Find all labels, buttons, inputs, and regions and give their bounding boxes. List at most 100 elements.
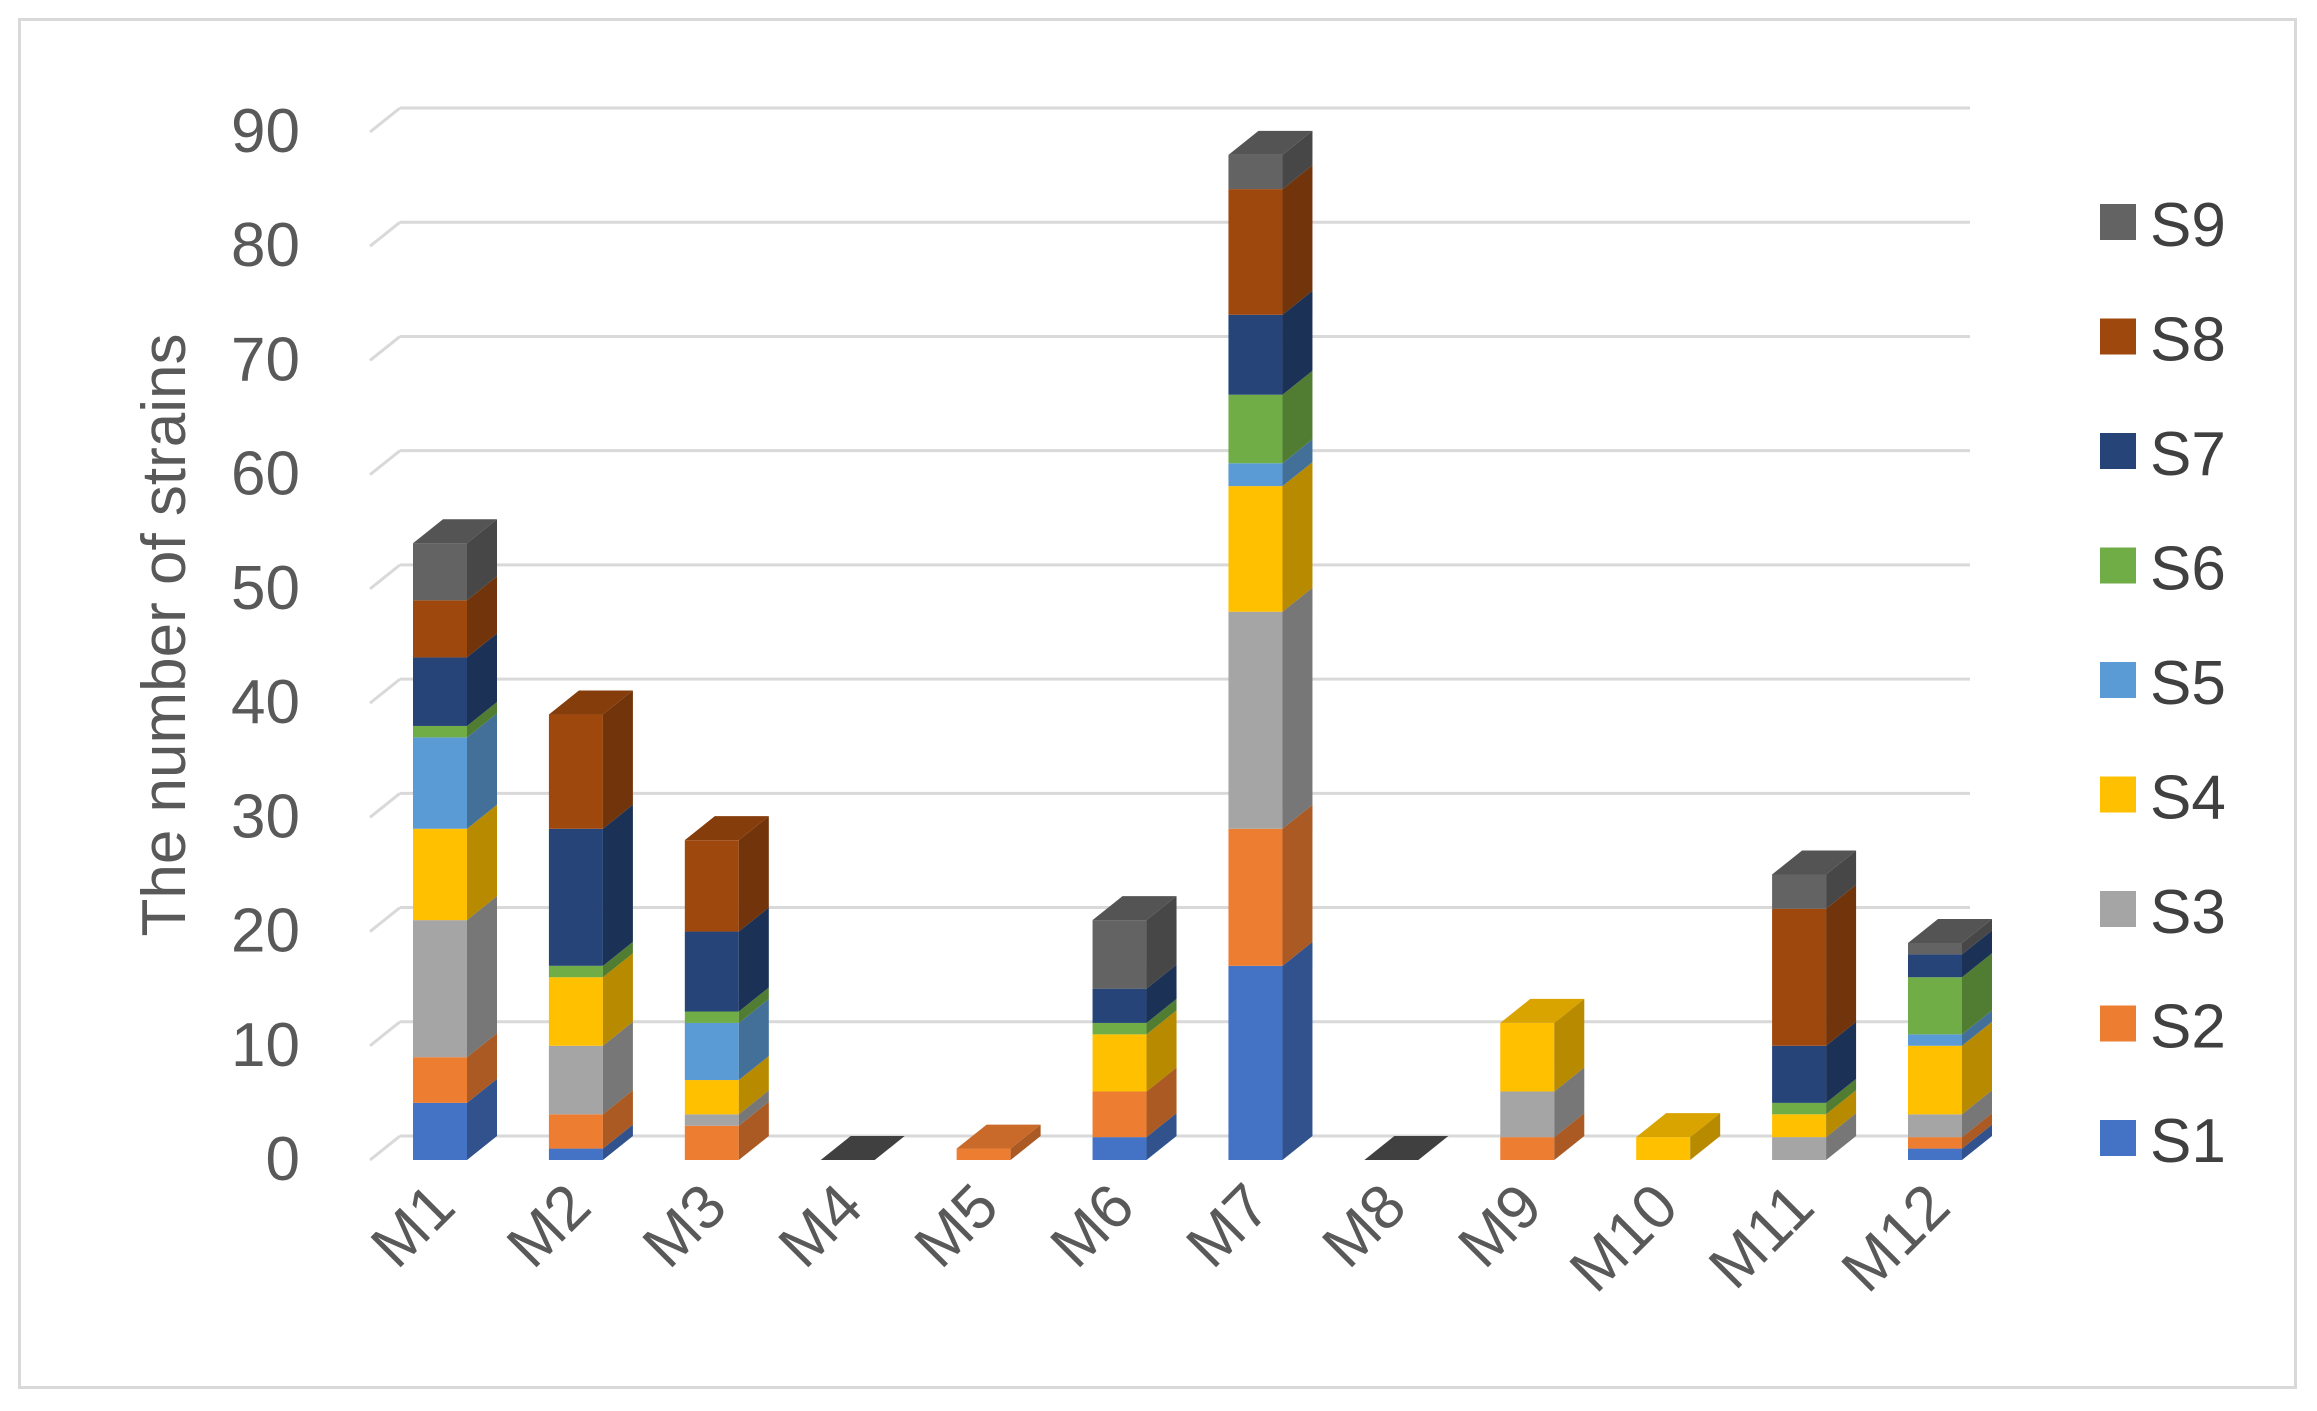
bar-M9 [1500, 998, 1585, 1160]
bar-segment-M1-S2 [413, 1057, 467, 1103]
bar-side-M12-S6 [1962, 953, 1992, 1035]
bar-side-M1-S7 [467, 633, 497, 726]
legend-swatch [2100, 776, 2136, 813]
bar-side-M3-S2 [738, 1101, 769, 1160]
bar-side-M1-S4 [467, 804, 497, 921]
x-tick-label: M4 [766, 1171, 876, 1281]
bar-segment-M2-S2 [548, 1114, 603, 1149]
bar-segment-M2-S3 [548, 1045, 603, 1115]
bar-M4 [820, 1136, 905, 1160]
bar-segment-M10-S4 [1636, 1137, 1691, 1160]
bar-side-M7-S3 [1282, 587, 1313, 829]
bar-top-M11 [1772, 850, 1857, 875]
bar-segment-M6-S9 [1092, 920, 1147, 989]
bar-M5 [956, 1124, 1041, 1160]
legend-swatch [2100, 318, 2136, 355]
gridline-depth [369, 677, 401, 705]
bar-side-M6-S1 [1146, 1113, 1177, 1160]
bar-segment-M11-S3 [1772, 1137, 1827, 1160]
bar-M12 [1908, 918, 1992, 1160]
bar-segment-M3-S7 [684, 931, 739, 1012]
bar-segment-M3-S8 [684, 840, 739, 932]
legend-label: S8 [2150, 306, 2226, 375]
x-tick-label: M1 [358, 1171, 468, 1281]
legend-item-S1: S1 [2100, 1107, 2226, 1176]
bar-segment-M3-S5 [684, 1022, 739, 1081]
bar-segment-M12-S9 [1908, 942, 1962, 955]
bar-M11 [1772, 850, 1857, 1160]
y-tick-label: 20 [231, 897, 300, 966]
y-tick-label: 30 [231, 782, 300, 851]
bar-segment-M1-S9 [413, 543, 467, 601]
bar-segment-M1-S3 [413, 920, 467, 1058]
bar-side-M6-S9 [1146, 896, 1177, 989]
bar-side-M7-S9 [1282, 130, 1313, 190]
bar-segment-M1-S8 [413, 600, 467, 658]
gridline-depth [369, 792, 401, 819]
legend-label: S3 [2150, 878, 2226, 947]
gridline-depth [369, 906, 401, 933]
bar-M10 [1636, 1113, 1721, 1160]
bar-side-M3-S5 [738, 998, 769, 1081]
legend-label: S5 [2150, 649, 2226, 718]
bar-top-M9 [1500, 998, 1585, 1023]
bar-segment-M2-S6 [548, 965, 603, 978]
x-tick-label: M6 [1038, 1171, 1148, 1281]
bar-segment-M2-S8 [548, 714, 603, 829]
bar-segment-M7-S2 [1228, 828, 1283, 966]
legend-swatch [2100, 433, 2136, 469]
bar-side-M11-S8 [1826, 884, 1857, 1046]
bar-segment-M5-S2 [956, 1148, 1011, 1160]
legend-item-S7: S7 [2100, 420, 2226, 489]
bar-M8 [1364, 1136, 1449, 1160]
bar-side-M6-S2 [1146, 1067, 1177, 1138]
x-tick-label: M5 [902, 1171, 1012, 1281]
y-axis-ticks: 0 10 20 30 40 50 60 70 80 90 [231, 97, 300, 1194]
bar-segment-M1-S6 [413, 725, 467, 738]
legend-label: S4 [2150, 764, 2226, 833]
gridline-depth [369, 1134, 401, 1162]
bar-side-M7-S1 [1282, 941, 1313, 1160]
bar-side-M12-S9 [1962, 918, 1992, 955]
y-axis-label: The number of strains [130, 333, 199, 936]
bar-segment-M1-S7 [413, 657, 467, 726]
bar-segment-M12-S7 [1908, 954, 1962, 978]
bar-side-M11-S7 [1826, 1021, 1857, 1103]
bar-segment-M11-S7 [1772, 1045, 1827, 1103]
bar-side-M2-S1 [602, 1124, 633, 1160]
bar-empty-M8 [1364, 1136, 1449, 1160]
bar-side-M2-S2 [602, 1090, 633, 1149]
x-tick-label: M7 [1174, 1171, 1284, 1281]
bar-segment-M11-S4 [1772, 1114, 1827, 1138]
bar-segment-M9-S3 [1500, 1091, 1555, 1138]
x-tick-label: M12 [1829, 1171, 1963, 1305]
bar-side-M1-S9 [467, 519, 497, 601]
legend-item-S5: S5 [2100, 649, 2226, 718]
bar-side-M7-S5 [1282, 439, 1313, 487]
legend-swatch [2100, 1120, 2136, 1156]
bar-segment-M6-S6 [1092, 1022, 1147, 1035]
bar-side-M9-S3 [1554, 1067, 1585, 1138]
bars [413, 130, 1992, 1160]
bar-side-M3-S4 [738, 1056, 769, 1115]
y-tick-label: 90 [231, 97, 300, 166]
bar-segment-M6-S1 [1092, 1137, 1147, 1160]
bar-side-M7-S4 [1282, 462, 1313, 612]
bar-side-M7-S6 [1282, 370, 1313, 464]
bar-segment-M7-S3 [1228, 611, 1283, 829]
bar-side-M3-S6 [738, 987, 769, 1023]
bar-side-M12-S4 [1962, 1021, 1992, 1115]
bar-side-M2-S4 [602, 953, 633, 1046]
bar-side-M7-S7 [1282, 290, 1313, 395]
bar-side-M10-S4 [1690, 1113, 1721, 1160]
legend-label: S7 [2150, 420, 2226, 489]
legend-item-S6: S6 [2100, 535, 2226, 604]
bar-top-M7 [1228, 130, 1313, 155]
bar-segment-M12-S4 [1908, 1045, 1962, 1115]
legend-swatch [2100, 662, 2136, 698]
bar-top-M5 [956, 1124, 1041, 1149]
legend-swatch [2100, 547, 2136, 584]
bar-side-M9-S4 [1554, 998, 1585, 1092]
x-tick-label: M9 [1445, 1171, 1555, 1281]
bar-side-M12-S2 [1962, 1113, 1992, 1149]
